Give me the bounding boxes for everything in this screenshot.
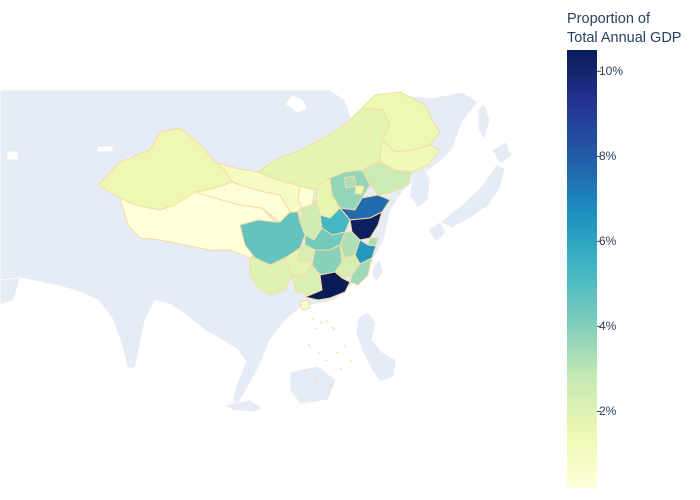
- colorbar-tick-label: 2%: [599, 404, 617, 419]
- region-hainan[interactable]: [299, 299, 311, 311]
- sumatra-region: [224, 399, 263, 413]
- colorbar-tick-label: 4%: [599, 319, 617, 334]
- colorbar-title-line2: Total Annual GDP: [567, 30, 682, 46]
- choropleth-map: [0, 89, 513, 413]
- colorbar-tick-label: 10%: [599, 64, 624, 79]
- philippines-region: [355, 311, 397, 383]
- colorbar-tick-label: 6%: [599, 234, 617, 249]
- colorbar-title-line1: Proportion of: [567, 11, 651, 27]
- colorbar-title: Proportion of Total Annual GDP: [567, 10, 700, 48]
- lake-baikal: [285, 95, 307, 113]
- region-liaoning[interactable]: [361, 161, 413, 196]
- japan-hokkaido: [491, 141, 513, 165]
- taiwan-region: [371, 259, 384, 283]
- region-guangdong[interactable]: [304, 271, 351, 301]
- region-tianjin[interactable]: [354, 185, 365, 195]
- korea-region: [409, 165, 431, 209]
- colorbar-bar: [567, 50, 597, 488]
- region-yunnan[interactable]: [249, 257, 293, 296]
- borneo-region: [289, 365, 337, 405]
- sakhalin-region: [477, 103, 491, 142]
- region-layer: [97, 91, 441, 311]
- region-beijing[interactable]: [343, 175, 357, 189]
- japan-kyushu: [427, 221, 447, 243]
- colorbar-tick-label: 8%: [599, 149, 617, 164]
- india-south-tip: [0, 277, 21, 306]
- lake-dot-1: [7, 151, 18, 160]
- japan-honshu: [439, 164, 506, 229]
- lake-dot-2: [97, 146, 113, 152]
- sea-islands: [304, 317, 353, 387]
- region-heilongjiang[interactable]: [361, 91, 441, 153]
- sea-strip: [119, 367, 156, 379]
